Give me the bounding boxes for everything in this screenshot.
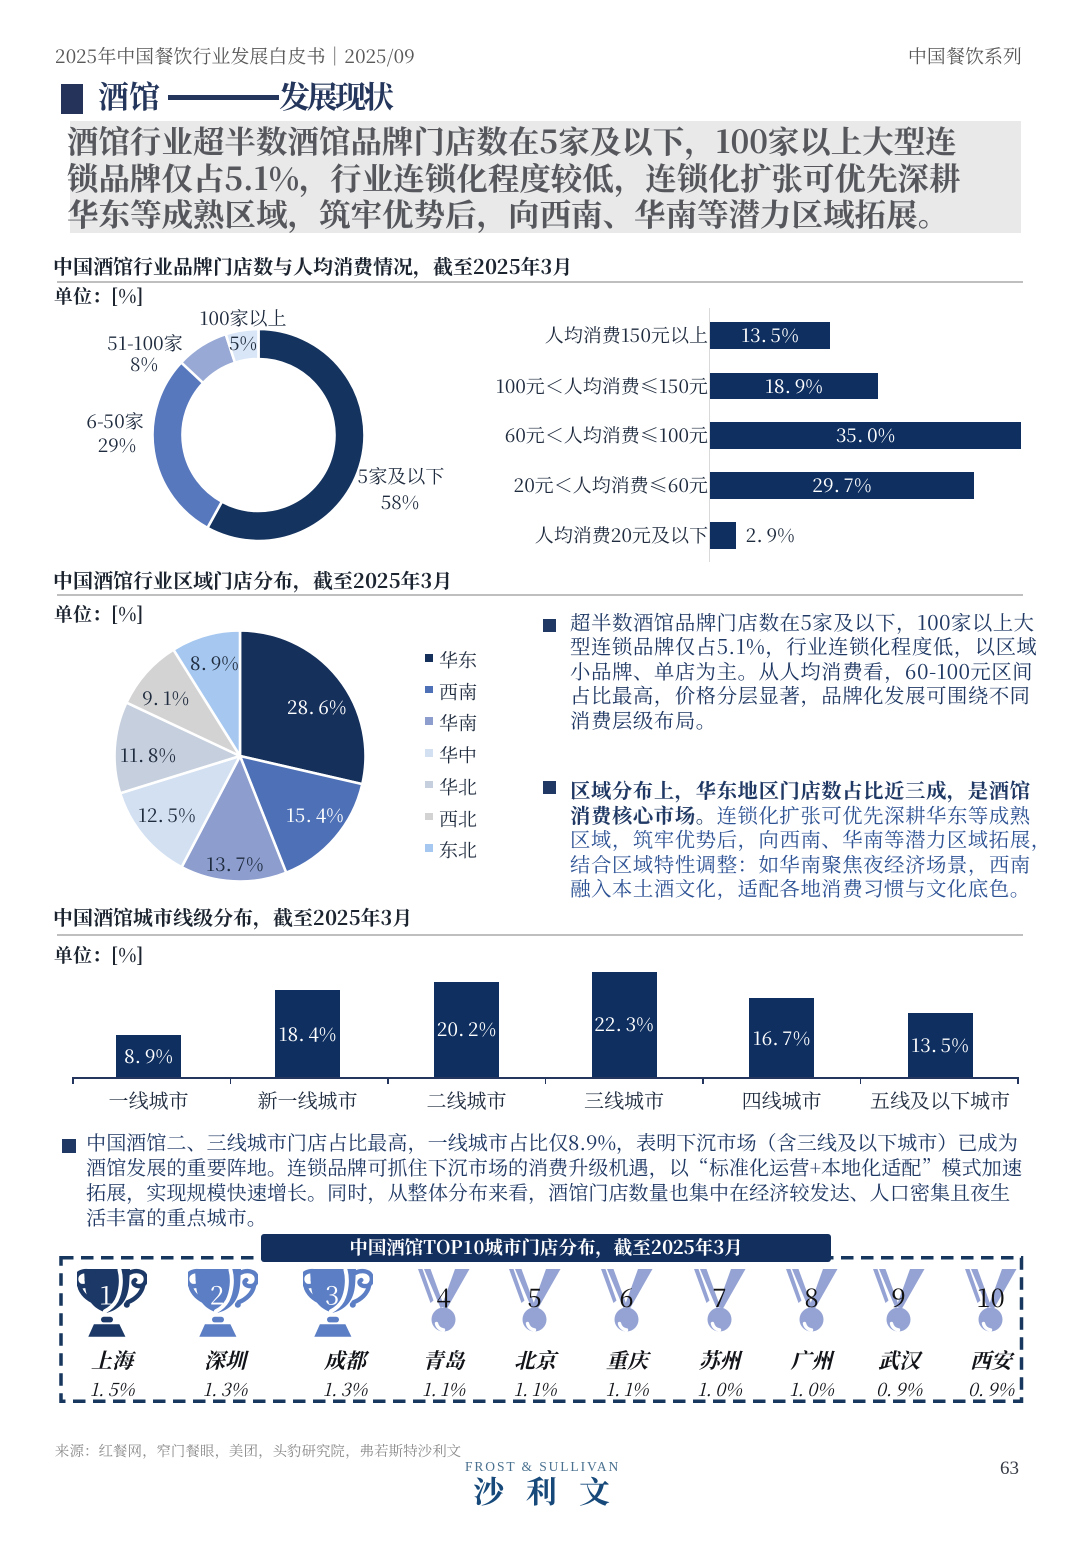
svg-text:10: 10 bbox=[976, 1278, 1005, 1315]
svg-text:7: 7 bbox=[712, 1278, 726, 1315]
svg-text:4: 4 bbox=[436, 1278, 450, 1315]
svg-text:5: 5 bbox=[527, 1278, 541, 1315]
svg-text:6: 6 bbox=[619, 1278, 633, 1315]
svg-text:1: 1 bbox=[98, 1276, 112, 1313]
svg-text:2: 2 bbox=[209, 1276, 223, 1313]
svg-text:3: 3 bbox=[325, 1276, 339, 1313]
svg-text:8: 8 bbox=[804, 1278, 818, 1315]
svg-text:9: 9 bbox=[891, 1278, 905, 1315]
